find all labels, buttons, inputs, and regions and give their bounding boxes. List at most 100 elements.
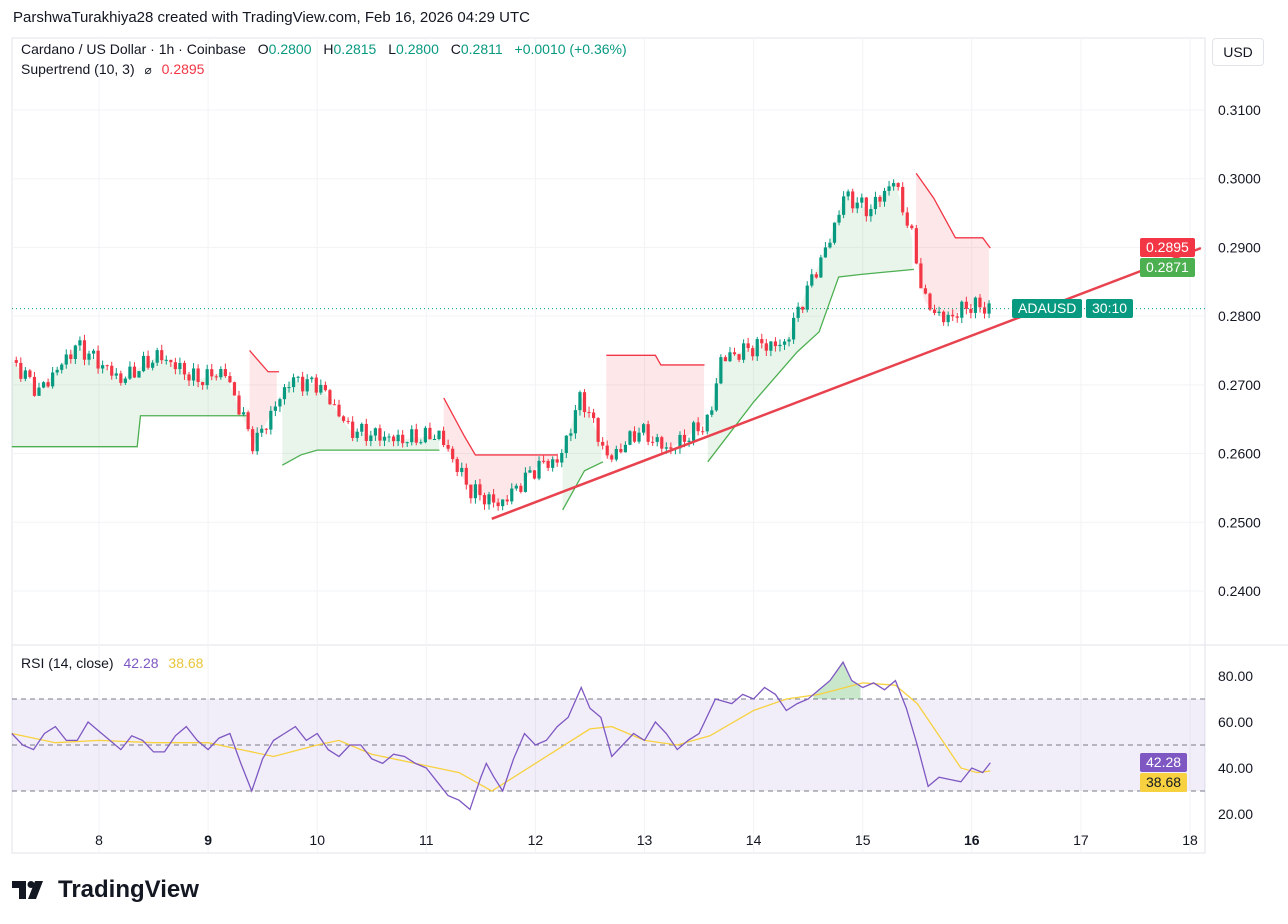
candle-body: [214, 376, 218, 378]
candle: [101, 360, 105, 374]
candle: [296, 375, 300, 383]
candle: [255, 427, 259, 455]
candle: [869, 204, 873, 222]
candle-body: [760, 339, 764, 344]
symbol-title[interactable]: Cardano / US Dollar · 1h · Coinbase: [21, 41, 246, 57]
candle: [619, 443, 623, 454]
candle-body: [801, 306, 805, 310]
candle: [946, 311, 950, 327]
supertrend-price-tag: 0.2895: [1140, 238, 1195, 257]
candle: [132, 362, 137, 379]
candle-body: [919, 263, 923, 289]
candle-body: [751, 348, 755, 357]
candle-body: [505, 499, 509, 502]
tradingview-logo[interactable]: TradingView: [12, 876, 199, 904]
candle-body: [432, 439, 437, 441]
candle-body: [23, 370, 27, 379]
hidden-eye-icon[interactable]: ⌀: [144, 63, 152, 77]
candle-body: [664, 447, 668, 449]
candle-body: [160, 350, 164, 361]
candle-body: [28, 370, 32, 377]
candle: [373, 427, 377, 441]
candle-body: [864, 197, 868, 217]
candle-body: [755, 339, 759, 357]
candle-body: [301, 376, 305, 392]
candle-body: [792, 317, 796, 340]
candle-body: [691, 422, 696, 441]
candle: [905, 207, 909, 229]
candle-body: [310, 377, 314, 380]
candle: [32, 371, 37, 397]
candle: [191, 363, 196, 386]
candle-body: [173, 362, 177, 370]
y-tick-label: 0.2500: [1218, 514, 1261, 530]
rsi-tick-label: 40.00: [1218, 760, 1253, 776]
candle-body: [278, 399, 282, 407]
change-value: +0.0010 (+0.36%): [514, 41, 627, 57]
candle-body: [669, 447, 673, 449]
candle: [787, 337, 791, 347]
candle-body: [710, 410, 714, 415]
candle-body: [228, 376, 232, 383]
rsi-label[interactable]: RSI (14, close): [21, 655, 114, 671]
supertrend-up-fill: [562, 396, 602, 510]
candle: [419, 439, 423, 445]
low-label: L: [388, 41, 397, 57]
candle-body: [937, 311, 941, 313]
candle: [751, 345, 755, 361]
candle: [119, 370, 123, 386]
candle-body: [773, 341, 778, 347]
candle: [519, 483, 523, 494]
candle: [55, 366, 59, 376]
candle: [332, 399, 337, 406]
x-tick-label: 11: [419, 832, 434, 848]
rsi-ma-tag: 38.68: [1140, 773, 1188, 792]
candle-body: [32, 376, 37, 396]
candle: [301, 371, 305, 396]
candle-body: [623, 444, 628, 453]
candle: [632, 426, 637, 443]
candle: [41, 381, 46, 389]
candle: [501, 499, 505, 511]
candle-body: [346, 420, 350, 422]
currency-button[interactable]: USD: [1212, 38, 1264, 66]
candle-body: [223, 368, 227, 377]
supertrend-down-line: [606, 354, 705, 366]
candle: [764, 338, 768, 357]
candle-body: [219, 368, 223, 378]
candle: [369, 430, 373, 447]
candle: [78, 336, 82, 351]
candle-body: [682, 434, 687, 442]
candle-body: [678, 434, 682, 449]
candle: [187, 371, 191, 386]
candle-body: [446, 445, 450, 449]
candle: [696, 417, 700, 436]
rsi-tick-label: 20.00: [1218, 806, 1253, 822]
candle-body: [455, 459, 459, 472]
supertrend-label[interactable]: Supertrend (10, 3): [21, 61, 135, 77]
candle: [423, 425, 427, 444]
candle-body: [401, 434, 405, 444]
candle-body: [201, 382, 205, 386]
candle: [910, 224, 914, 230]
candle-body: [273, 406, 277, 411]
low-value: 0.2800: [396, 41, 439, 57]
candle-body: [619, 448, 623, 453]
candle: [582, 389, 587, 418]
candle: [591, 408, 596, 423]
y-tick-label: 0.2400: [1218, 583, 1261, 599]
candle: [51, 366, 55, 389]
candle: [832, 222, 837, 245]
candle: [573, 404, 578, 439]
candle: [778, 339, 782, 352]
trendline: [491, 246, 1202, 520]
candle-body: [360, 423, 364, 432]
candle: [496, 498, 500, 511]
candle-body: [182, 362, 187, 375]
candle: [437, 430, 441, 441]
candle-body: [378, 428, 382, 441]
supertrend-up-fill: [282, 380, 440, 466]
candle: [264, 427, 268, 435]
candle: [805, 281, 809, 313]
